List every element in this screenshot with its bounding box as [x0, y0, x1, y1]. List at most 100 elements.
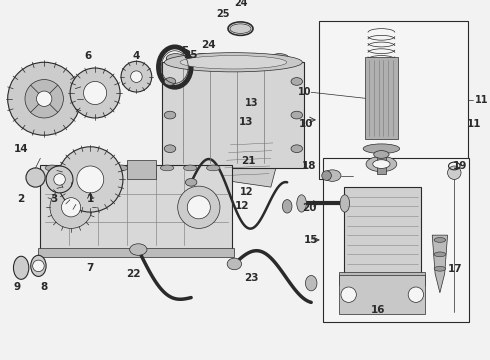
Bar	[344, 187, 421, 274]
Circle shape	[33, 260, 44, 272]
Text: 13: 13	[245, 98, 258, 108]
Text: 24: 24	[201, 40, 216, 50]
Ellipse shape	[183, 165, 197, 171]
Circle shape	[58, 147, 123, 212]
Circle shape	[187, 196, 210, 219]
Ellipse shape	[373, 160, 390, 168]
Ellipse shape	[340, 195, 349, 212]
Circle shape	[341, 287, 356, 302]
Ellipse shape	[434, 266, 445, 271]
Circle shape	[408, 287, 423, 302]
Ellipse shape	[434, 252, 445, 257]
Text: 14: 14	[14, 144, 28, 154]
Ellipse shape	[160, 165, 174, 171]
Text: 1: 1	[87, 194, 94, 204]
Text: 20: 20	[302, 203, 317, 213]
Bar	[339, 275, 425, 314]
Ellipse shape	[165, 53, 302, 72]
Ellipse shape	[31, 255, 46, 276]
Ellipse shape	[291, 78, 302, 85]
Circle shape	[131, 71, 142, 82]
Text: 12: 12	[240, 187, 254, 197]
Ellipse shape	[291, 111, 302, 119]
Ellipse shape	[68, 165, 82, 171]
Bar	[38, 248, 234, 257]
Text: 25: 25	[217, 9, 230, 19]
Circle shape	[46, 166, 73, 193]
Text: 9: 9	[14, 282, 21, 292]
Bar	[127, 160, 156, 179]
Circle shape	[84, 81, 107, 104]
Bar	[319, 21, 468, 179]
Ellipse shape	[305, 275, 317, 291]
Ellipse shape	[164, 145, 176, 153]
Text: 25: 25	[183, 50, 197, 59]
Bar	[323, 158, 469, 321]
Circle shape	[50, 186, 92, 228]
Text: 19: 19	[453, 161, 467, 171]
Polygon shape	[218, 141, 280, 187]
Circle shape	[178, 186, 220, 228]
Polygon shape	[432, 235, 447, 293]
Text: 21: 21	[242, 156, 256, 166]
Ellipse shape	[434, 238, 445, 242]
Ellipse shape	[91, 165, 105, 171]
Ellipse shape	[114, 165, 128, 171]
Ellipse shape	[230, 24, 251, 33]
Text: 24: 24	[234, 0, 247, 8]
Bar	[365, 58, 398, 139]
Ellipse shape	[291, 145, 302, 153]
Text: 16: 16	[371, 305, 386, 315]
Circle shape	[26, 168, 45, 187]
Ellipse shape	[180, 55, 287, 69]
Text: 15: 15	[304, 235, 318, 245]
Circle shape	[54, 174, 65, 185]
Text: 11: 11	[475, 95, 489, 105]
Text: 10: 10	[298, 87, 311, 97]
Ellipse shape	[192, 54, 211, 63]
Ellipse shape	[324, 170, 341, 181]
Ellipse shape	[244, 54, 263, 63]
Ellipse shape	[137, 165, 151, 171]
Ellipse shape	[270, 54, 289, 63]
Ellipse shape	[363, 144, 400, 153]
Ellipse shape	[206, 165, 220, 171]
Circle shape	[61, 198, 81, 217]
Circle shape	[70, 68, 120, 118]
Ellipse shape	[366, 156, 397, 172]
Ellipse shape	[13, 256, 29, 279]
Circle shape	[36, 91, 52, 107]
Text: 11: 11	[467, 119, 482, 129]
Text: 17: 17	[448, 264, 463, 274]
Polygon shape	[225, 118, 278, 149]
Circle shape	[77, 166, 104, 193]
Circle shape	[322, 171, 331, 180]
Ellipse shape	[164, 111, 176, 119]
Circle shape	[8, 62, 81, 135]
Ellipse shape	[218, 54, 237, 63]
Text: 5: 5	[181, 46, 188, 56]
Bar	[339, 272, 425, 285]
Text: 4: 4	[133, 51, 140, 62]
Ellipse shape	[164, 78, 176, 85]
Circle shape	[447, 166, 461, 179]
Circle shape	[121, 61, 152, 92]
Ellipse shape	[227, 258, 242, 270]
Text: 3: 3	[50, 194, 57, 204]
Text: 12: 12	[235, 201, 249, 211]
Bar	[377, 156, 386, 174]
Ellipse shape	[130, 244, 147, 255]
Text: 6: 6	[85, 51, 92, 62]
Ellipse shape	[45, 165, 59, 171]
Text: 18: 18	[302, 161, 317, 171]
Ellipse shape	[185, 179, 197, 186]
Text: 7: 7	[87, 263, 94, 273]
Text: 22: 22	[126, 269, 141, 279]
Text: 13: 13	[239, 117, 253, 127]
Text: 8: 8	[41, 282, 48, 292]
Text: 2: 2	[18, 194, 25, 204]
Bar	[40, 165, 232, 249]
Ellipse shape	[374, 150, 389, 158]
Text: 10: 10	[299, 119, 314, 129]
Circle shape	[25, 80, 63, 118]
